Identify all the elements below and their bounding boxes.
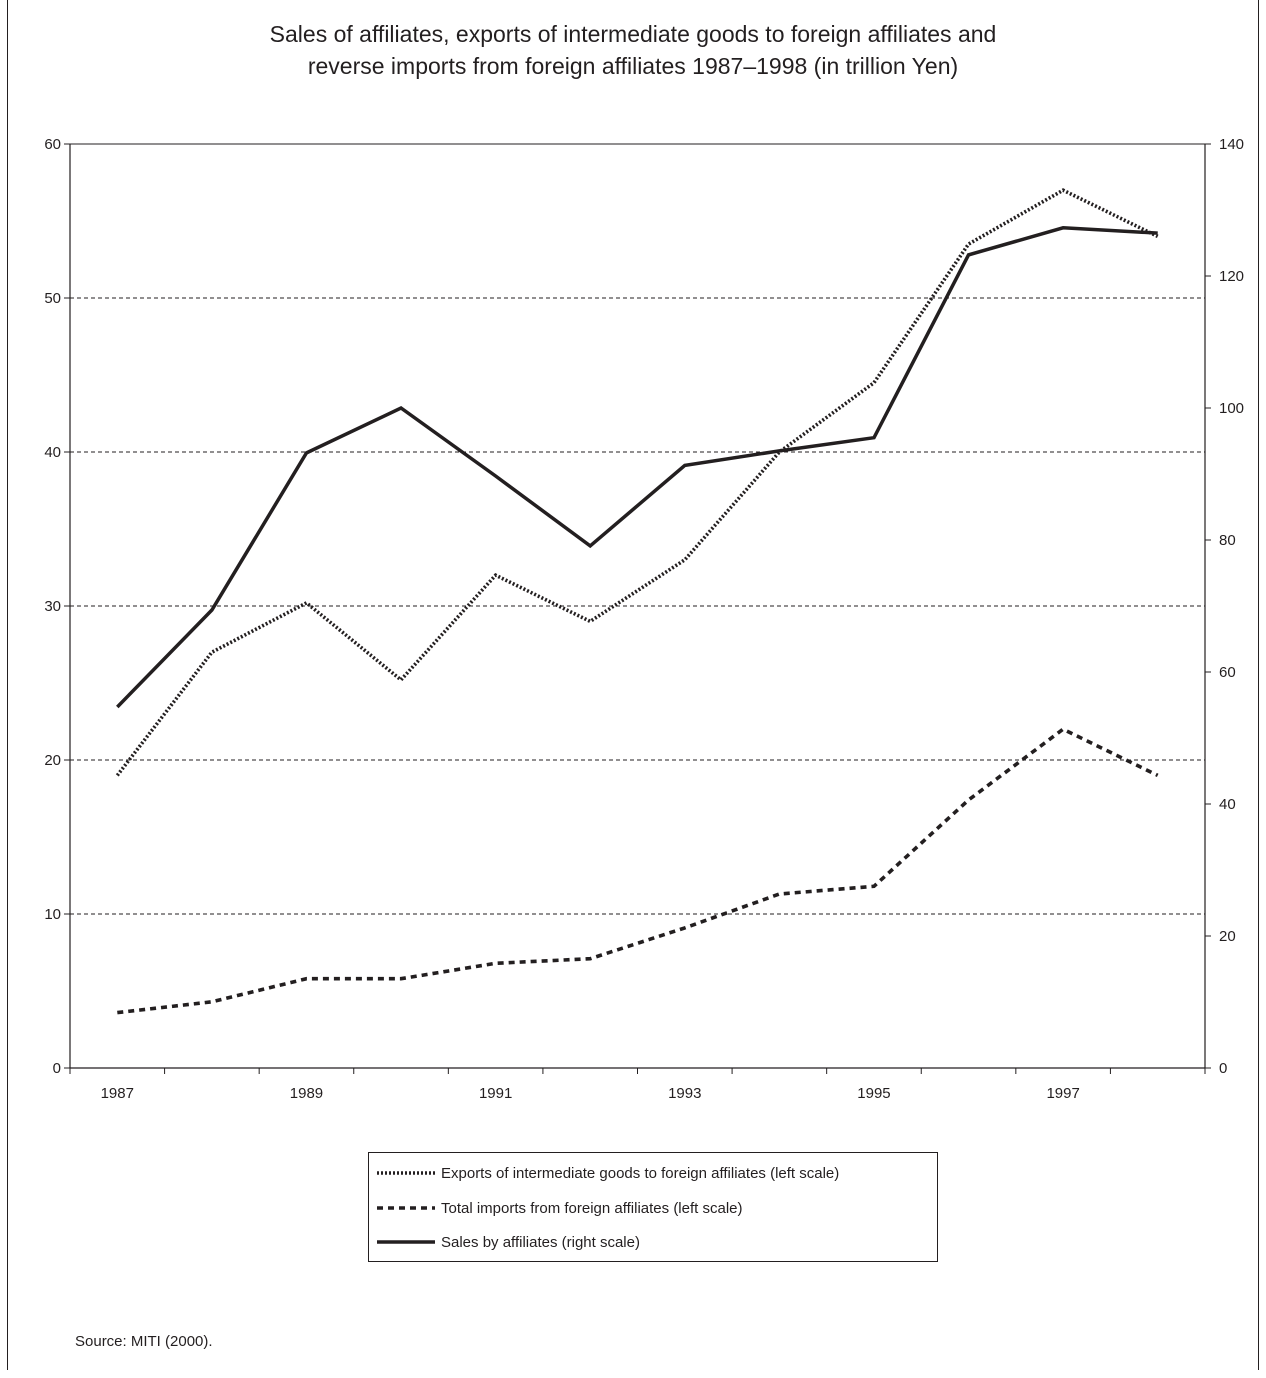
right-tick-label: 40 [1219, 796, 1236, 813]
right-tick-label: 0 [1219, 1060, 1227, 1077]
series-lines [115, 188, 1159, 1015]
tick-labels: 0 10 20 30 40 50 60 0 20 40 60 80 100 120 140 1987 1989 1… [44, 136, 1244, 1102]
legend-label-imports: Total imports from foreign affiliates (l… [441, 1199, 743, 1217]
chart-title-line-1: Sales of affiliates, exports of intermed… [269, 21, 997, 47]
x-tick-label: 1987 [101, 1085, 134, 1102]
legend-swatch-solid [377, 1240, 435, 1244]
x-tick-label: 1991 [479, 1085, 512, 1102]
left-tick-label: 40 [44, 444, 61, 461]
chart-title-line-2: reverse imports from foreign affiliates … [307, 53, 959, 79]
series-line-exports [115, 188, 1159, 777]
chart-title: Sales of affiliates, exports of intermed… [0, 18, 1266, 82]
legend-label-exports: Exports of intermediate goods to foreign… [441, 1164, 840, 1182]
x-tick-label: 1989 [290, 1085, 323, 1102]
right-tick-label: 100 [1219, 400, 1244, 417]
left-tick-label: 30 [44, 598, 61, 615]
legend-swatch-dotted [377, 1171, 435, 1175]
right-tick-label: 60 [1219, 664, 1236, 681]
series-line-imports [117, 727, 1159, 1015]
left-tick-label: 20 [44, 752, 61, 769]
line-chart: 0 10 20 30 40 50 60 0 20 40 60 80 100 120 140 1987 1989 1… [44, 136, 1244, 1102]
left-tick-label: 60 [44, 136, 61, 153]
legend-item-imports: Total imports from foreign affiliates (l… [377, 1198, 743, 1218]
grid-lines [70, 143, 1205, 915]
x-tick-label: 1995 [857, 1085, 890, 1102]
x-tick-label: 1993 [668, 1085, 701, 1102]
legend-swatch-dashed [377, 1206, 435, 1210]
series-line-sales [116, 226, 1158, 709]
right-tick-label: 80 [1219, 532, 1236, 549]
legend-item-sales: Sales by affiliates (right scale) [377, 1232, 640, 1252]
left-tick-label: 50 [44, 290, 61, 307]
right-tick-label: 20 [1219, 928, 1236, 945]
source-note: Source: MITI (2000). [75, 1333, 213, 1350]
left-tick-label: 10 [44, 906, 61, 923]
right-tick-label: 140 [1219, 136, 1244, 153]
figure-frame [7, 0, 1259, 1370]
legend-label-sales: Sales by affiliates (right scale) [441, 1233, 640, 1251]
x-tick-label: 1997 [1046, 1085, 1079, 1102]
axes [64, 143, 1211, 1074]
legend-item-exports: Exports of intermediate goods to foreign… [377, 1163, 839, 1183]
right-tick-label: 120 [1219, 268, 1244, 285]
legend: Exports of intermediate goods to foreign… [368, 1152, 938, 1262]
left-tick-label: 0 [53, 1060, 61, 1077]
